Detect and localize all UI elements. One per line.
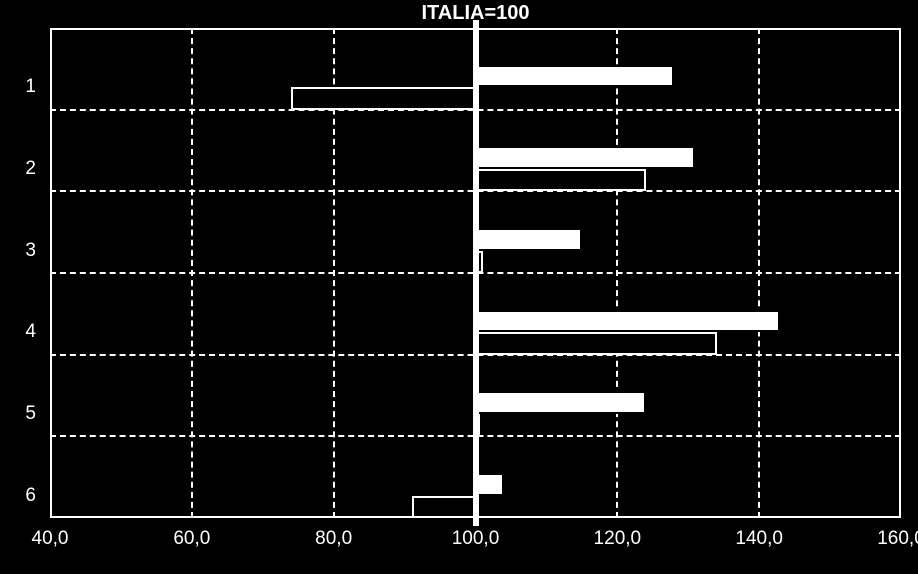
bar-series-top xyxy=(476,310,781,332)
y-tick-label: 3 xyxy=(0,240,36,262)
y-tick-label: 6 xyxy=(0,485,36,507)
x-tick-label: 120,0 xyxy=(594,528,642,550)
y-tick-label: 1 xyxy=(0,76,36,98)
y-tick-label: 2 xyxy=(0,158,36,180)
x-tick-label: 60,0 xyxy=(173,528,210,550)
x-tick-label: 100,0 xyxy=(452,528,500,550)
x-tick-label: 40,0 xyxy=(32,528,69,550)
x-baseline xyxy=(473,20,479,526)
bar-series-bottom xyxy=(291,87,475,109)
y-tick-label: 4 xyxy=(0,321,36,343)
x-tick-label: 140,0 xyxy=(735,528,783,550)
bar-series-bottom xyxy=(476,169,646,191)
bar-series-top xyxy=(476,391,646,413)
bar-series-top xyxy=(476,228,582,250)
bar-series-top xyxy=(476,146,696,168)
bar-series-bottom xyxy=(476,332,717,354)
bar-series-bottom xyxy=(412,496,476,518)
bar-series-top xyxy=(476,65,675,87)
y-tick-label: 5 xyxy=(0,403,36,425)
chart: { "chart": { "type": "bar", "orientation… xyxy=(0,0,918,574)
x-tick-label: 160,0 xyxy=(877,528,918,550)
x-tick-label: 80,0 xyxy=(315,528,352,550)
plot-area xyxy=(50,28,901,518)
bar-series-top xyxy=(476,473,504,495)
